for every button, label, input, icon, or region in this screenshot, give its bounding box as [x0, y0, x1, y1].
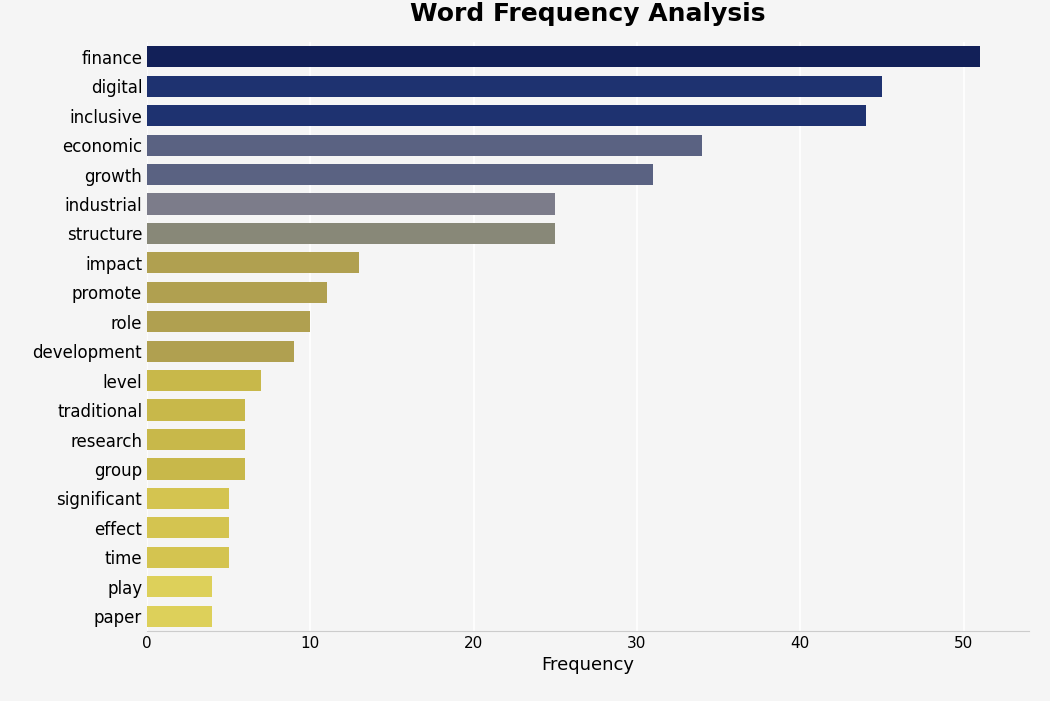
X-axis label: Frequency: Frequency — [542, 656, 634, 674]
Bar — [147, 341, 294, 362]
Bar — [147, 547, 229, 568]
Bar — [147, 517, 229, 538]
Bar — [147, 193, 555, 215]
Bar — [147, 164, 653, 185]
Bar — [147, 46, 980, 67]
Bar — [147, 76, 882, 97]
Bar — [147, 429, 245, 450]
Bar — [147, 576, 212, 597]
Bar — [147, 370, 261, 391]
Bar — [147, 252, 359, 273]
Bar — [147, 606, 212, 627]
Bar — [147, 135, 702, 156]
Bar — [147, 311, 311, 332]
Bar — [147, 400, 245, 421]
Bar — [147, 105, 865, 126]
Bar — [147, 223, 555, 244]
Title: Word Frequency Analysis: Word Frequency Analysis — [411, 2, 765, 26]
Bar — [147, 458, 245, 479]
Bar — [147, 282, 327, 303]
Bar — [147, 488, 229, 509]
